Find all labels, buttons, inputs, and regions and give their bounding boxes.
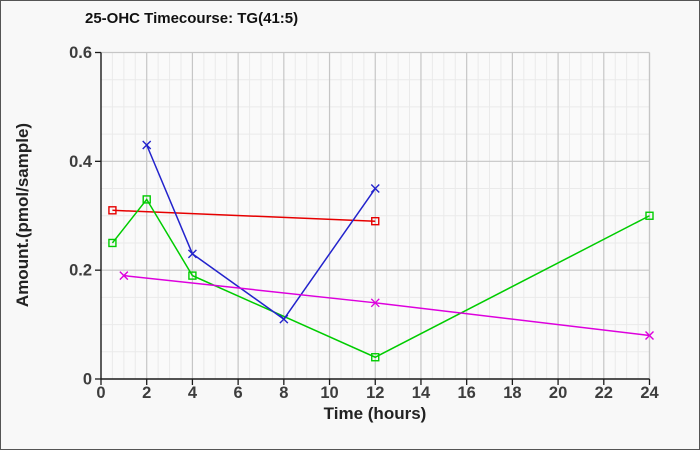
data-point-green-squares [645, 211, 654, 220]
x-tick-label: 20 [549, 384, 567, 402]
data-point-blue-x [370, 184, 380, 194]
data-point-red-squares [371, 216, 380, 226]
x-tick-label: 16 [457, 384, 475, 402]
x-tick-label: 0 [96, 384, 105, 402]
x-tick-label: 14 [412, 384, 431, 402]
data-point-green-squares [108, 238, 117, 248]
x-tick-label: 10 [320, 384, 338, 402]
data-point-magenta-x [119, 271, 129, 281]
data-point-blue-x [187, 249, 197, 259]
y-tick-label: 0.6 [69, 44, 92, 62]
data-point-green-squares [188, 271, 197, 280]
x-tick-label: 6 [234, 384, 243, 402]
x-tick-label: 22 [595, 384, 613, 402]
data-point-red-squares [108, 206, 117, 215]
x-axis-label: Time (hours) [323, 404, 427, 423]
y-tick-label: 0.4 [69, 153, 93, 171]
x-tick-label: 8 [279, 384, 288, 402]
y-tick-label: 0.2 [69, 262, 92, 280]
data-point-blue-x [142, 140, 152, 150]
data-point-green-squares [371, 353, 380, 362]
x-tick-label: 18 [503, 384, 521, 402]
x-tick-label: 12 [366, 384, 384, 402]
x-tick-label: 24 [640, 384, 659, 402]
x-tick-label: 2 [142, 384, 151, 402]
y-tick-label: 0 [83, 371, 92, 389]
data-point-magenta-x [370, 298, 380, 308]
series-line-blue-x [146, 144, 376, 321]
data-point-green-squares [142, 195, 151, 204]
chart-title: 25-OHC Timecourse: TG(41:5) [85, 10, 299, 27]
series-line-red-squares [112, 209, 376, 222]
series-line-green-squares [111, 198, 650, 359]
data-point-blue-x [279, 314, 289, 324]
y-axis-label: Amount.(pmol/sample) [13, 122, 32, 308]
x-tick-label: 4 [188, 384, 198, 402]
data-point-magenta-x [645, 330, 654, 340]
